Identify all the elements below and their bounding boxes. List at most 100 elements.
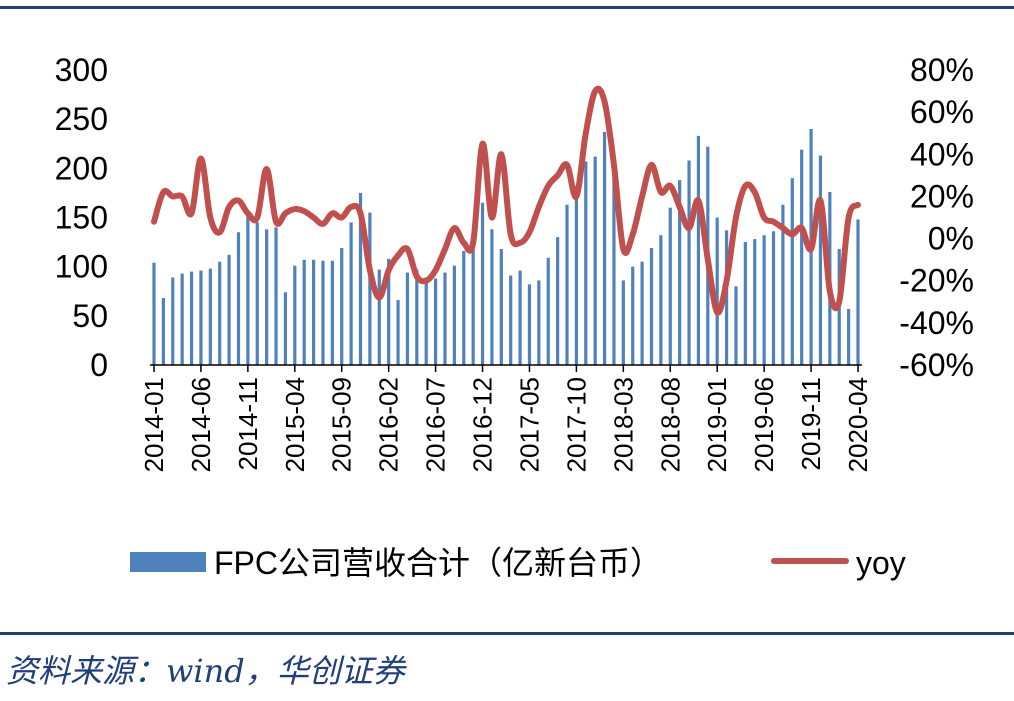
bar-2019-05 [753, 239, 757, 365]
left-y-tick-label: 250 [55, 101, 108, 137]
left-y-tick-label: 300 [55, 52, 108, 88]
bar-2019-09 [790, 178, 794, 365]
bar-2014-10 [236, 232, 241, 365]
x-tick-label: 2015-04 [280, 377, 310, 472]
bar-2015-04 [293, 265, 297, 365]
legend-bar-swatch [130, 552, 206, 572]
bar-2016-07 [434, 278, 438, 365]
left-y-tick-label: 150 [55, 200, 108, 236]
bar-2018-07 [659, 235, 663, 365]
bar-2018-10 [687, 160, 691, 365]
x-tick-label: 2014-11 [233, 377, 263, 471]
bar-2017-06 [537, 280, 541, 365]
x-tick-label: 2016-07 [421, 377, 451, 472]
bar-2018-09 [678, 180, 682, 365]
right-y-tick-label: 20% [910, 178, 974, 214]
bar-2017-11 [584, 161, 588, 365]
bar-2019-01 [715, 217, 719, 365]
x-axis: 2014-01 2014-06 2014-11 2015-04 2015-09 2016-… [139, 364, 873, 472]
bar-2015-07 [321, 260, 325, 365]
bar-2016-04 [405, 272, 410, 365]
left-y-tick-label: 200 [55, 150, 108, 186]
bar-2019-02 [724, 230, 729, 365]
bar-2016-03 [396, 300, 400, 365]
bar-2017-05 [527, 284, 532, 365]
bar-2019-07 [771, 231, 776, 365]
x-tick-label: 2016-12 [468, 377, 498, 472]
x-tick-label: 2017-05 [514, 377, 544, 472]
right-y-tick-label: 0% [928, 221, 974, 257]
bar-2014-01 [152, 262, 156, 365]
right-y-tick-label: -40% [899, 305, 974, 341]
x-tick-label: 2020-04 [843, 377, 873, 472]
bar-2018-08 [668, 207, 672, 365]
bar-2015-10 [349, 222, 353, 365]
bar-2014-06 [199, 270, 203, 365]
left-y-tick-label: 0 [90, 347, 108, 383]
bar-2017-12 [593, 156, 597, 365]
chart: 2014-01 2014-06 2014-11 2015-04 2015-09 2016-… [55, 52, 974, 581]
bar-2018-05 [640, 261, 644, 365]
bar-2019-10 [800, 149, 804, 365]
bar-2014-02 [161, 298, 165, 365]
bar-2018-03 [621, 280, 625, 365]
legend-line-label: yoy [856, 545, 906, 581]
right-y-axis: 80% 60% 40% 20% 0% -20% -40% -60% [899, 52, 974, 383]
bar-2015-08 [330, 260, 334, 365]
legend: FPC公司营收合计（亿新台币） yoy [130, 545, 906, 581]
legend-bar-label: FPC公司营收合计（亿新台币） [214, 545, 662, 581]
bar-2016-11 [471, 237, 475, 365]
bar-2016-08 [443, 272, 447, 365]
x-tick-label: 2014-01 [139, 377, 169, 472]
bar-2014-08 [218, 261, 222, 365]
bar-2016-09 [452, 265, 456, 365]
bar-2014-12 [255, 222, 259, 365]
bar-2019-08 [781, 204, 785, 365]
bar-2018-06 [649, 247, 654, 365]
x-tick-label: 2018-08 [655, 377, 685, 472]
bar-2020-03 [847, 308, 851, 365]
x-tick-label: 2017-10 [561, 377, 591, 472]
left-y-tick-label: 100 [55, 249, 108, 285]
bar-2016-02 [387, 258, 391, 365]
bar-2015-06 [311, 259, 316, 365]
bar-2019-03 [734, 286, 738, 365]
bar-2018-11 [696, 135, 701, 365]
yoy-line [151, 85, 861, 316]
bar-2017-01 [490, 229, 494, 365]
bar-2016-12 [480, 202, 485, 365]
bar-2015-05 [302, 259, 306, 365]
right-y-tick-label: -20% [899, 263, 974, 299]
bar-2015-02 [274, 227, 278, 365]
left-y-tick-label: 50 [72, 298, 108, 334]
left-y-axis: 300 250 200 150 100 50 0 [55, 52, 108, 383]
bar-2020-04 [856, 219, 860, 365]
bar-2019-06 [762, 235, 766, 365]
bar-2014-07 [208, 268, 212, 365]
bottom-rule [0, 632, 1014, 635]
bar-2016-05 [415, 269, 419, 365]
bar-2015-11 [358, 192, 363, 365]
x-tick-label: 2019-01 [702, 377, 732, 472]
x-tick-label: 2019-06 [749, 377, 779, 472]
x-tick-label: 2015-09 [327, 377, 357, 472]
bar-2015-09 [340, 247, 344, 365]
x-tick-label: 2018-03 [608, 377, 638, 472]
source-note: 资料来源：wind，华创证券 [6, 652, 405, 690]
bar-2017-04 [518, 270, 522, 365]
bar-2018-01 [602, 131, 607, 365]
bar-2014-11 [246, 215, 250, 365]
x-tick-label: 2016-02 [374, 377, 404, 472]
bar-2016-10 [462, 250, 466, 365]
bar-2015-03 [283, 292, 288, 365]
x-tick-label: 2019-11 [796, 377, 826, 471]
bar-2017-08 [556, 237, 560, 365]
right-y-tick-label: -60% [899, 347, 974, 383]
bar-2014-03 [171, 277, 175, 365]
right-y-tick-label: 40% [910, 136, 974, 172]
bar-2014-09 [227, 254, 231, 365]
bar-2016-01 [377, 269, 381, 365]
bar-2017-09 [565, 204, 569, 365]
right-y-tick-label: 80% [910, 52, 974, 88]
bar-2015-12 [368, 212, 372, 365]
